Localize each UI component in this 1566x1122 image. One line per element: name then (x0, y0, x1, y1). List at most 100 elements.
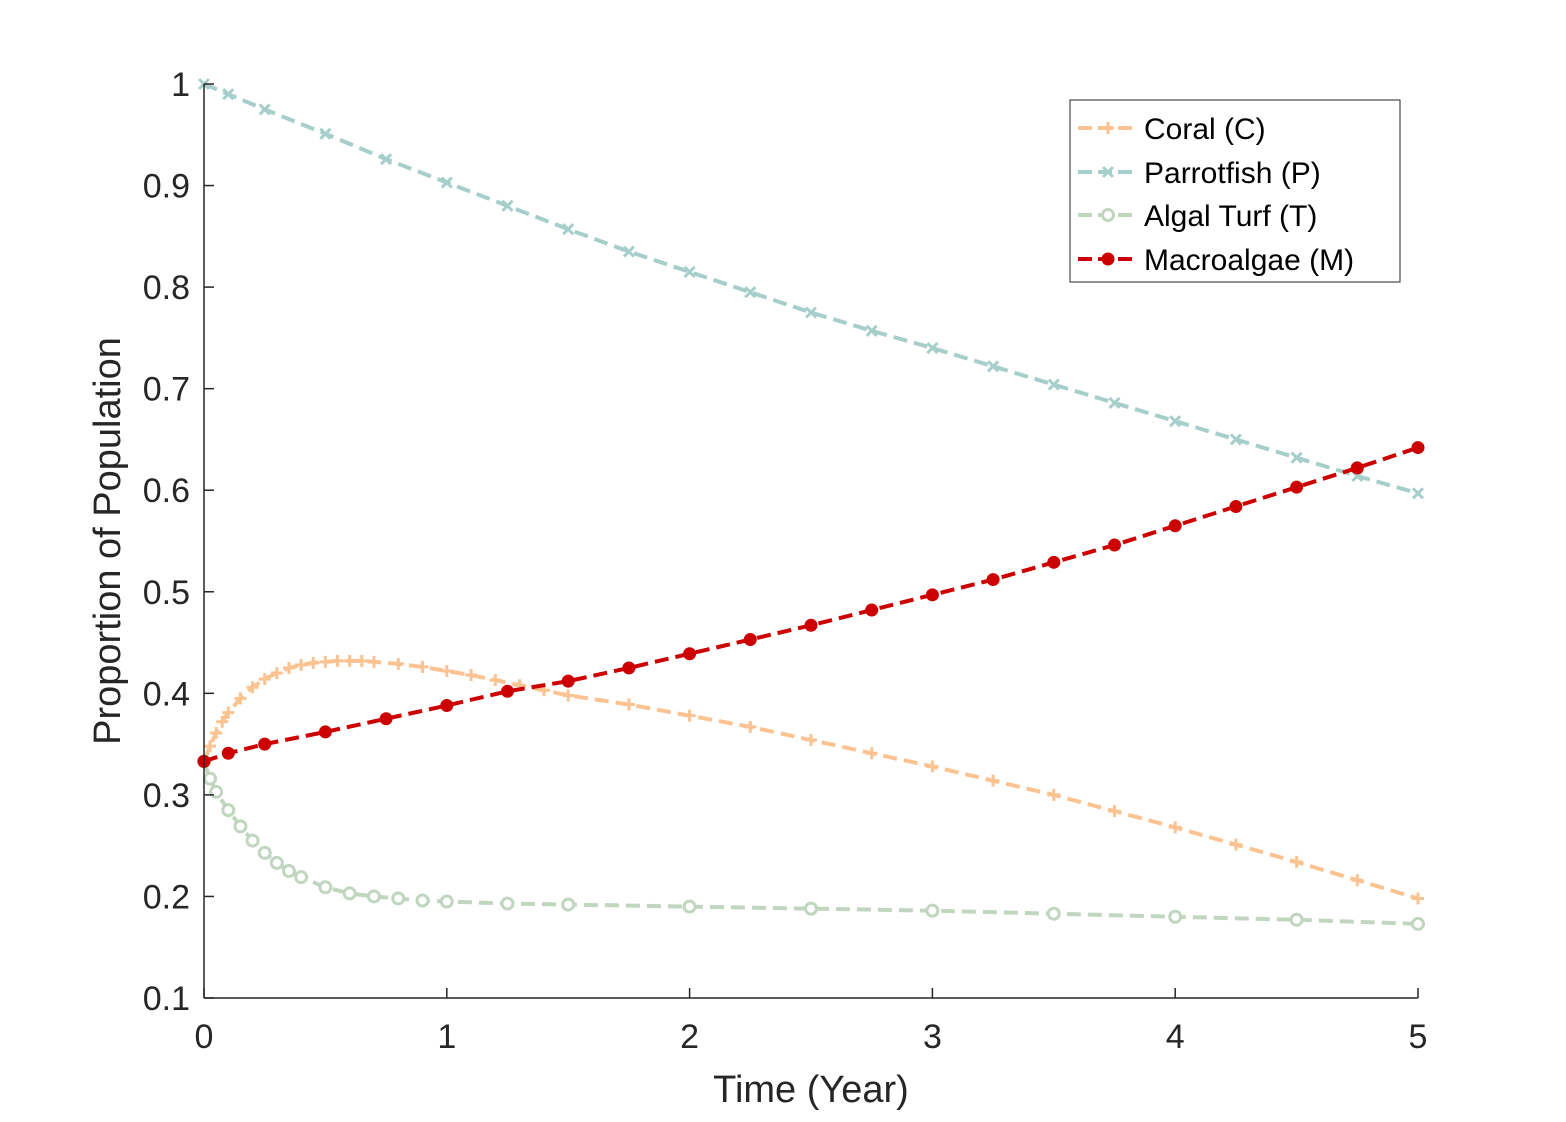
data-point (366, 889, 381, 904)
legend-entry: Macroalgae (M) (1078, 244, 1354, 277)
data-point (210, 726, 223, 739)
legend-label: Coral (C) (1144, 113, 1266, 146)
data-point (804, 618, 818, 632)
data-point (1289, 912, 1304, 927)
x-tick-label: 5 (1409, 1018, 1428, 1056)
data-point (926, 760, 939, 773)
data-point (925, 903, 940, 918)
data-point (204, 740, 217, 753)
data-point (1350, 461, 1364, 475)
data-point (501, 684, 514, 698)
data-point (203, 771, 218, 786)
data-point (987, 774, 1000, 787)
data-point (1047, 788, 1060, 801)
data-point (319, 127, 332, 140)
data-point (1412, 892, 1424, 905)
data-point (925, 588, 939, 602)
y-tick-label: 0.7 (143, 371, 190, 409)
x-tick-label: 1 (437, 1018, 456, 1056)
data-point (805, 734, 817, 747)
y-tick-label: 0.9 (143, 168, 190, 206)
data-point (622, 245, 635, 258)
data-point (270, 667, 283, 680)
data-point (258, 673, 271, 686)
data-point (804, 901, 818, 916)
data-point (318, 880, 333, 895)
data-point (367, 655, 380, 668)
data-point (343, 654, 356, 667)
data-point (683, 265, 696, 278)
data-point (804, 306, 818, 319)
legend-marker (1101, 165, 1115, 179)
data-point (319, 655, 332, 668)
legend: Coral (C) Parrotfish (P) Algal Turf (T) Mac… (1069, 99, 1401, 283)
series-2 (197, 754, 1425, 931)
data-point (1229, 838, 1242, 851)
legend-label: Parrotfish (P) (1144, 157, 1321, 190)
axes-layer (203, 84, 1418, 999)
data-point (1168, 519, 1182, 533)
data-point (561, 897, 576, 912)
data-point (744, 720, 757, 733)
data-point (562, 223, 575, 236)
data-point (258, 103, 271, 116)
series-line (203, 445, 1419, 764)
legend-box (1069, 99, 1401, 283)
data-point (501, 199, 514, 212)
data-point (926, 341, 939, 355)
data-point (282, 661, 295, 674)
data-point (234, 692, 247, 705)
legend-marker (1101, 208, 1115, 222)
data-point (987, 360, 1000, 373)
data-point (489, 674, 502, 687)
y-tick-label: 0.1 (143, 980, 190, 1018)
data-point (1229, 433, 1242, 446)
legend-entries: Coral (C) Parrotfish (P) Algal Turf (T) Mac… (1078, 113, 1354, 277)
data-point (1046, 906, 1061, 921)
data-point (1290, 480, 1304, 494)
data-point (258, 737, 272, 751)
x-tick-label: 4 (1166, 1018, 1185, 1056)
series-1 (197, 77, 1425, 500)
data-point (281, 864, 296, 879)
x-tick-label: 2 (680, 1018, 699, 1056)
y-tick-label: 0.6 (143, 472, 190, 510)
data-point (222, 88, 235, 101)
x-axis-label: Time (Year) (713, 1069, 909, 1111)
legend-marker (1101, 252, 1115, 266)
data-point (440, 699, 454, 713)
data-point (269, 855, 284, 870)
data-point (1108, 805, 1121, 818)
data-point (1351, 874, 1364, 887)
data-point (257, 845, 272, 860)
data-point (216, 715, 229, 728)
series-line (202, 658, 1419, 901)
data-point (622, 661, 636, 675)
data-point (865, 324, 878, 337)
legend-marker (1102, 122, 1114, 134)
data-point (1290, 451, 1303, 464)
legend-label: Macroalgae (M) (1144, 244, 1354, 277)
data-point (1108, 396, 1121, 409)
data-point (1047, 378, 1060, 391)
y-tick-label: 1 (171, 66, 190, 104)
data-point (743, 633, 757, 647)
y-tick-label: 0.2 (143, 878, 190, 916)
data-point (415, 893, 430, 908)
data-point (440, 176, 453, 189)
data-point (416, 660, 429, 673)
data-point (392, 657, 405, 670)
legend-entry: Coral (C) (1078, 113, 1266, 146)
data-point (1411, 487, 1425, 500)
data-point (744, 286, 757, 299)
data-point (1290, 855, 1303, 868)
data-point (233, 819, 248, 834)
data-point (865, 603, 879, 617)
data-point (380, 153, 393, 166)
legend-entry: Algal Turf (T) (1078, 200, 1317, 233)
series-0 (198, 654, 1424, 905)
data-point (465, 669, 478, 682)
x-tick-label: 0 (195, 1018, 214, 1056)
x-tick-label: 3 (923, 1018, 942, 1056)
